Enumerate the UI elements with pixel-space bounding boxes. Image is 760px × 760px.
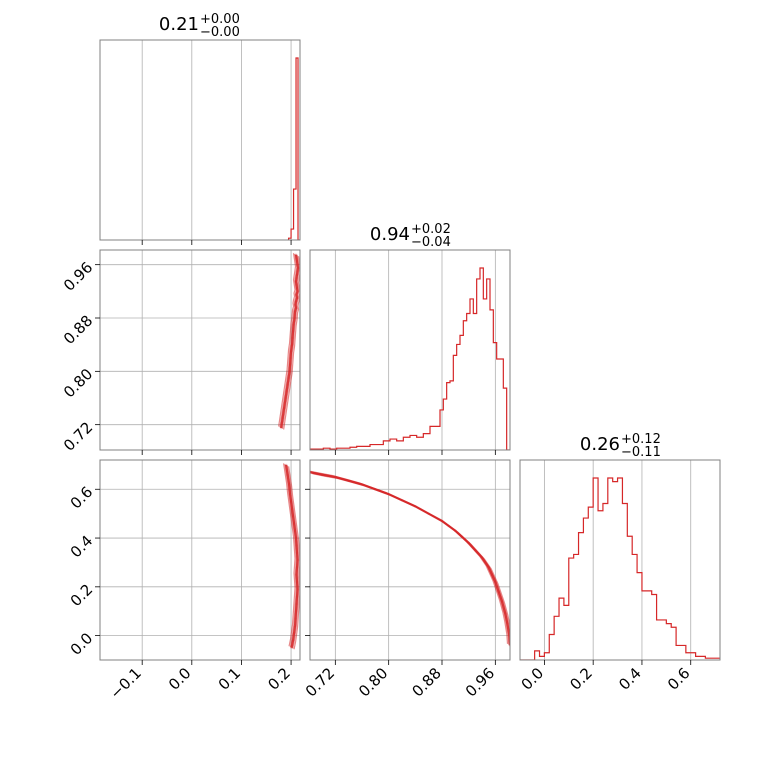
title-param-3-value: 0.26	[580, 434, 620, 455]
axes-panel-1-1	[99, 39, 301, 241]
axes-frames	[99, 39, 721, 661]
axes-panel-3-1	[99, 459, 301, 661]
y-tick-label: 0.6	[67, 483, 97, 513]
tick-layer: 0.72 0.80 0.88 0.96 −0.1 0.0 0.1 0.2 0.0 0.2 0.4 0.…	[60, 240, 694, 703]
x-tick-label: 0.6	[664, 664, 694, 694]
histogram-param-3	[520, 477, 720, 660]
contour-2-3	[310, 470, 509, 644]
x-tick-label: 0.1	[215, 664, 245, 694]
x-tick-label: 0.0	[165, 664, 195, 694]
title-param-2-plus: +0.02	[411, 222, 451, 237]
contour-2-3	[310, 471, 510, 645]
y-tick-label: 0.72	[60, 418, 96, 454]
contour-1-3	[283, 463, 296, 647]
title-param-1-value: 0.21	[159, 14, 199, 35]
title-param-3-plus: +0.12	[621, 432, 661, 447]
contour-1-2	[280, 254, 300, 429]
y-tick-label: 0.80	[60, 365, 96, 401]
histogram-param-1	[287, 57, 300, 240]
data-layer	[278, 57, 720, 660]
axes-panel-3-3	[519, 459, 721, 661]
x-tick-label: 0.0	[518, 664, 548, 694]
title-param-1: 0.21 +0.00 −0.00	[159, 12, 240, 40]
axes-panel-2-1	[99, 249, 301, 451]
y-tick-label: 0.0	[67, 629, 97, 659]
title-param-2-minus: −0.04	[411, 235, 451, 250]
y-tick-label: 0.88	[60, 312, 96, 348]
contour-1-3	[285, 464, 299, 649]
contour-1-3	[286, 465, 300, 649]
contour-1-2	[278, 253, 297, 427]
axes-panel-2-2	[309, 249, 511, 451]
title-param-2-value: 0.94	[370, 224, 410, 245]
histogram-param-2	[310, 267, 510, 450]
x-tick-label: 0.2	[566, 664, 596, 694]
y-tick-label: 0.96	[60, 258, 96, 294]
x-tick-label: 0.2	[264, 664, 294, 694]
grid-layer	[100, 40, 692, 660]
x-tick-label: −0.1	[107, 664, 145, 702]
contour-2-3	[310, 471, 510, 646]
contour-2-3	[312, 473, 510, 630]
title-param-1-minus: −0.00	[200, 25, 240, 40]
y-tick-label: 0.4	[67, 532, 97, 562]
contour-1-2	[281, 255, 300, 429]
x-tick-label: 0.72	[302, 664, 338, 700]
x-tick-label: 0.88	[408, 664, 444, 700]
axes-panel-3-2	[309, 459, 511, 661]
title-param-1-plus: +0.00	[200, 12, 240, 27]
x-tick-label: 0.80	[355, 664, 391, 700]
contour-1-3	[288, 466, 300, 650]
title-param-3-minus: −0.11	[621, 445, 661, 460]
title-param-2: 0.94 +0.02 −0.04	[370, 222, 451, 250]
y-tick-label: 0.2	[67, 580, 97, 610]
contour-1-2	[279, 253, 298, 428]
title-param-3: 0.26 +0.12 −0.11	[580, 432, 661, 460]
x-tick-label: 0.96	[462, 664, 498, 700]
x-tick-label: 0.4	[615, 664, 645, 694]
